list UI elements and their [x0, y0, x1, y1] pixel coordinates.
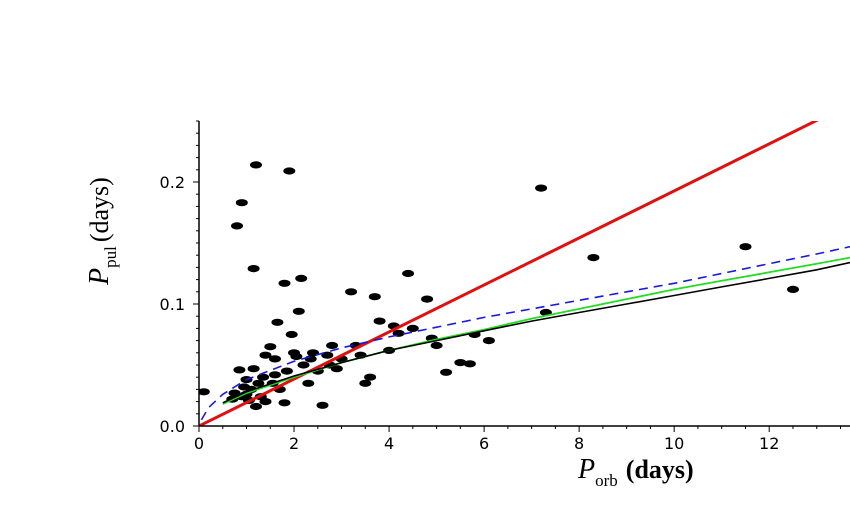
data-point-5 — [235, 199, 248, 207]
data-point-28 — [278, 399, 291, 407]
data-point-41 — [316, 401, 329, 409]
data-point-45 — [330, 365, 343, 373]
data-point-34 — [292, 307, 305, 315]
data-point-58 — [406, 324, 419, 332]
x-tick-label: 6 — [479, 434, 489, 453]
data-point-64 — [463, 360, 476, 368]
data-point-63 — [454, 359, 467, 367]
data-point-47 — [345, 288, 358, 296]
data-point-38 — [304, 355, 317, 363]
x-axis-title: Porb (days) — [577, 454, 694, 490]
data-point-24 — [269, 371, 281, 379]
data-point-16 — [252, 379, 265, 387]
data-point-15 — [250, 402, 262, 411]
data-point-4 — [233, 366, 246, 374]
data-point-57 — [402, 269, 415, 278]
data-point-0 — [199, 388, 210, 396]
series-solid-green-line — [222, 256, 850, 405]
data-point-59 — [421, 295, 434, 303]
data-point-12 — [247, 365, 260, 373]
data-point-27 — [278, 279, 291, 287]
data-point-30 — [283, 167, 296, 175]
data-point-35 — [295, 274, 308, 282]
data-point-25 — [271, 318, 284, 326]
data-point-13 — [247, 265, 260, 273]
series-dashed-blue-line — [200, 245, 850, 421]
data-point-52 — [368, 293, 381, 301]
data-point-23 — [269, 355, 281, 363]
x-tick-label: 4 — [384, 434, 394, 453]
x-tick-label: 12 — [759, 434, 779, 453]
data-point-37 — [302, 379, 315, 387]
axes: 0 2 4 6 8 10 12 0.0 0.1 0.2 — [160, 120, 850, 453]
data-point-36 — [297, 361, 310, 369]
y-tick-label: 0.1 — [160, 295, 185, 314]
data-point-44 — [326, 341, 339, 350]
y-axis-title: Ppul(days) — [84, 177, 120, 286]
data-point-3 — [231, 222, 243, 230]
data-point-33 — [290, 352, 303, 361]
data-point-18 — [257, 373, 270, 381]
data-point-61 — [430, 341, 443, 350]
data-point-31 — [285, 330, 298, 339]
data-point-70 — [739, 243, 752, 251]
y-tick-label: 0.0 — [160, 417, 185, 436]
x-tick-label: 2 — [289, 434, 299, 453]
y-tick-label: 0.2 — [160, 173, 185, 192]
series-solid-red-line — [199, 121, 819, 426]
series-solid-black-line — [222, 261, 850, 404]
data-point-62 — [440, 368, 453, 376]
data-point-19 — [259, 398, 272, 406]
data-point-71 — [787, 285, 799, 293]
data-point-66 — [482, 337, 495, 345]
data-point-50 — [359, 379, 372, 387]
data-point-14 — [250, 161, 262, 169]
data-point-67 — [535, 184, 548, 192]
data-point-29 — [280, 367, 293, 375]
data-point-53 — [373, 317, 386, 325]
x-tick-label: 8 — [574, 434, 584, 453]
data-point-20 — [259, 351, 272, 359]
plot-area — [199, 121, 850, 426]
x-tick-label: 0 — [194, 434, 204, 453]
data-point-21 — [264, 343, 277, 351]
data-point-69 — [587, 254, 600, 262]
x-tick-label: 10 — [664, 434, 684, 453]
data-point-51 — [364, 373, 377, 381]
